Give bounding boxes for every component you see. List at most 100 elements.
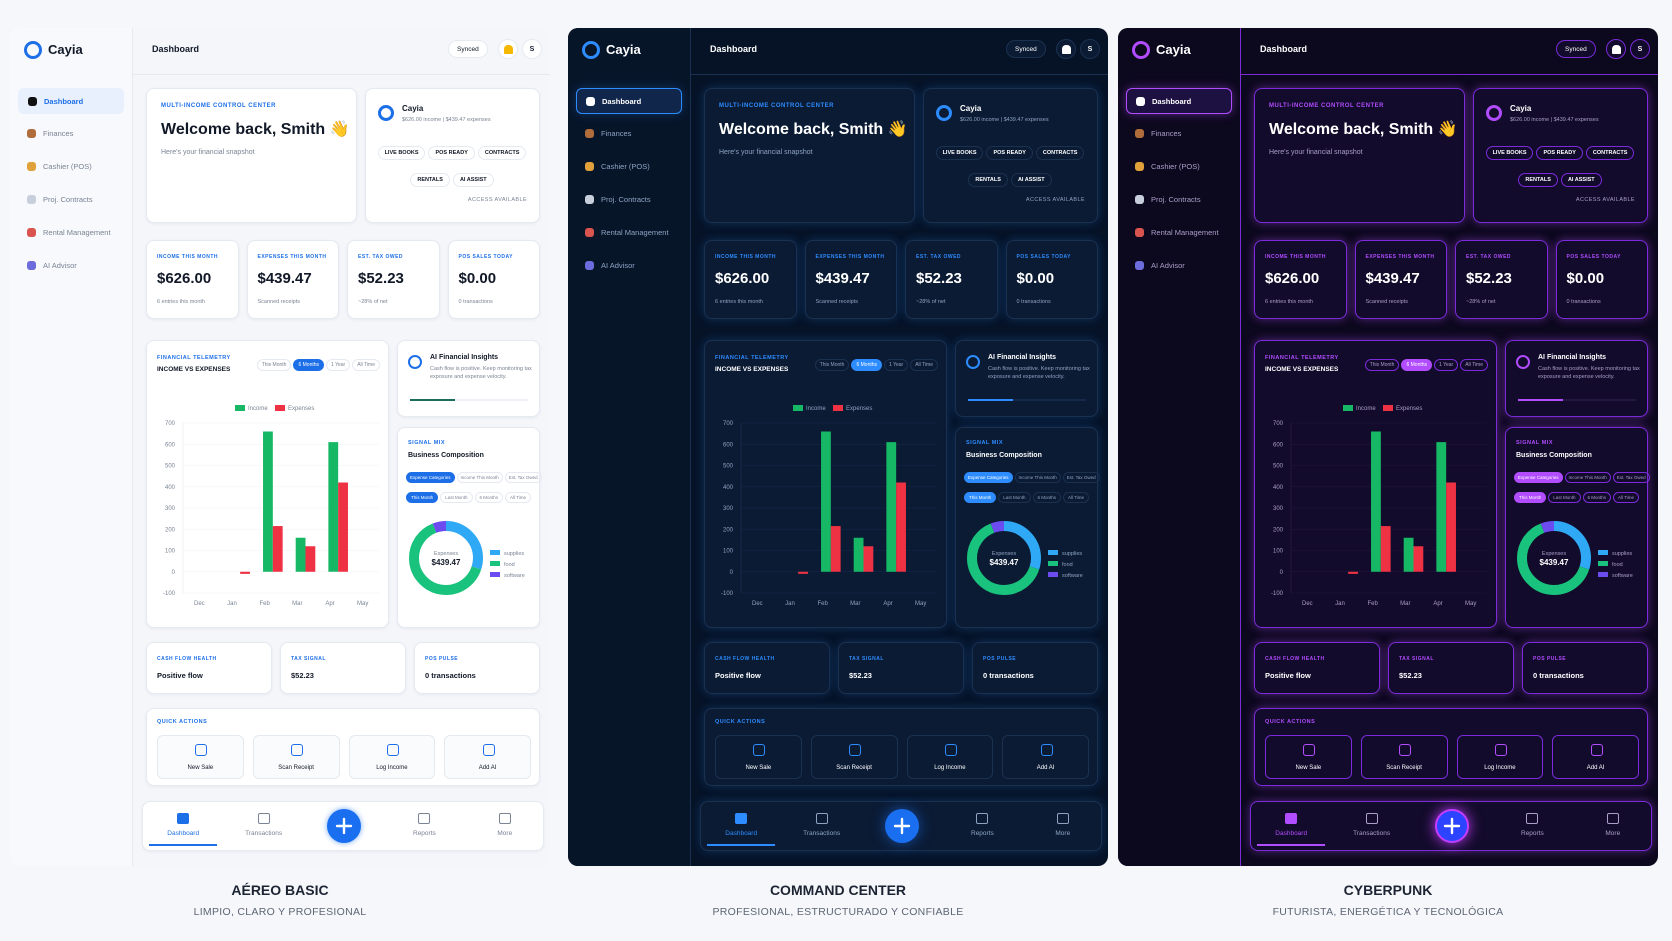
bottom-nav-item[interactable]: More: [1579, 806, 1647, 846]
bottom-nav-item[interactable]: Reports: [1498, 806, 1566, 846]
quick-action-label: New Sale: [745, 765, 772, 771]
period-tab[interactable]: Last Month: [440, 492, 473, 503]
range-tab[interactable]: All Time: [352, 359, 380, 371]
avatar[interactable]: S: [1080, 39, 1100, 59]
nav-item[interactable]: Finances: [1126, 121, 1232, 147]
quick-action-button[interactable]: Add AI: [444, 735, 531, 779]
period-tab[interactable]: All Time: [505, 492, 532, 503]
bottom-nav-item[interactable]: Transactions: [229, 806, 297, 846]
period-tab[interactable]: Last Month: [998, 492, 1031, 503]
synced-pill[interactable]: Synced: [1556, 40, 1596, 58]
nav-icon: [1135, 162, 1144, 171]
period-tab[interactable]: This Month: [964, 492, 997, 503]
avatar[interactable]: S: [522, 39, 542, 59]
nav-item[interactable]: Proj. Contracts: [576, 187, 682, 213]
period-tab[interactable]: 6 Months: [1582, 492, 1612, 503]
nav-item[interactable]: Cashier (POS): [1126, 154, 1232, 180]
nav-icon: [27, 129, 36, 138]
range-tab[interactable]: 6 Months: [1401, 359, 1433, 371]
bottom-nav-item[interactable]: Dashboard: [1257, 806, 1326, 846]
bottom-nav-item[interactable]: More: [1029, 806, 1097, 846]
nav-item[interactable]: Dashboard: [576, 88, 682, 114]
period-tab[interactable]: All Time: [1613, 492, 1640, 503]
health-value: $52.23: [1399, 671, 1422, 680]
bottom-nav-item[interactable]: Reports: [948, 806, 1016, 846]
quick-action-button[interactable]: Log Income: [1456, 735, 1544, 779]
metric-tab[interactable]: Expense Categories: [964, 472, 1013, 483]
quick-action-button[interactable]: Add AI: [1552, 735, 1639, 779]
synced-pill[interactable]: Synced: [1006, 40, 1046, 58]
bottom-nav-item[interactable]: Transactions: [1337, 806, 1405, 846]
kpi-note: 0 transactions: [1566, 299, 1601, 305]
range-tab[interactable]: 6 Months: [851, 359, 883, 371]
nav-item[interactable]: AI Advisor: [18, 253, 124, 279]
bell-button[interactable]: [498, 39, 518, 59]
metric-tab[interactable]: Income This Month: [1564, 472, 1611, 483]
quick-action-button[interactable]: Log Income: [906, 735, 994, 779]
avatar[interactable]: S: [1630, 39, 1650, 59]
add-button[interactable]: [327, 809, 361, 843]
metric-tab[interactable]: Income This Month: [456, 472, 503, 483]
bottom-nav-icon: [1365, 813, 1378, 824]
period-tab[interactable]: Last Month: [1548, 492, 1581, 503]
metric-tab[interactable]: Expense Categories: [1514, 472, 1563, 483]
metric-tab[interactable]: Expense Categories: [406, 472, 455, 483]
nav-item[interactable]: Rental Management: [1126, 220, 1232, 246]
nav-item[interactable]: AI Advisor: [1126, 253, 1232, 279]
quick-action-button[interactable]: Scan Receipt: [810, 735, 898, 779]
synced-pill[interactable]: Synced: [448, 40, 488, 58]
health-card: TAX SIGNAL $52.23: [838, 642, 964, 694]
quick-action-button[interactable]: Log Income: [348, 735, 436, 779]
nav-item[interactable]: Dashboard: [18, 88, 124, 114]
metric-tab[interactable]: Est. Tax Owed: [1062, 472, 1100, 483]
kpi-label: POS SALES TODAY: [458, 254, 513, 260]
nav-icon: [27, 228, 36, 237]
add-button[interactable]: [885, 809, 919, 843]
metric-tab[interactable]: Est. Tax Owed: [1612, 472, 1650, 483]
nav-item[interactable]: Proj. Contracts: [18, 187, 124, 213]
nav-item[interactable]: Rental Management: [18, 220, 124, 246]
range-tab[interactable]: All Time: [1460, 359, 1488, 371]
bottom-nav-item[interactable]: Transactions: [787, 806, 855, 846]
metric-tab[interactable]: Income This Month: [1014, 472, 1061, 483]
quick-action-button[interactable]: New Sale: [157, 735, 244, 779]
bottom-nav-item[interactable]: More: [471, 806, 539, 846]
nav-item[interactable]: Finances: [576, 121, 682, 147]
y-tick-label: 0: [730, 570, 734, 576]
metric-tabs: Expense Categories Income This Month Est. …: [1514, 466, 1654, 486]
tag: POS READY: [1536, 146, 1583, 160]
nav-item[interactable]: Cashier (POS): [576, 154, 682, 180]
quick-action-button[interactable]: Scan Receipt: [252, 735, 340, 779]
bell-button[interactable]: [1606, 39, 1626, 59]
period-tab[interactable]: All Time: [1063, 492, 1090, 503]
range-tab[interactable]: This Month: [256, 359, 292, 371]
range-tab[interactable]: This Month: [1364, 359, 1400, 371]
tag: AI ASSIST: [1560, 173, 1602, 187]
bottom-nav-item[interactable]: Reports: [390, 806, 458, 846]
range-tab[interactable]: 1 Year: [326, 359, 351, 371]
range-tab[interactable]: 1 Year: [1434, 359, 1459, 371]
range-tab[interactable]: 6 Months: [293, 359, 325, 371]
nav-item[interactable]: Dashboard: [1126, 88, 1232, 114]
nav-item[interactable]: Finances: [18, 121, 124, 147]
range-tab[interactable]: All Time: [910, 359, 938, 371]
range-tab[interactable]: 1 Year: [884, 359, 909, 371]
nav-item[interactable]: Rental Management: [576, 220, 682, 246]
range-tab[interactable]: This Month: [814, 359, 850, 371]
period-tab[interactable]: This Month: [406, 492, 439, 503]
quick-action-button[interactable]: Add AI: [1002, 735, 1089, 779]
nav-item[interactable]: Proj. Contracts: [1126, 187, 1232, 213]
quick-action-button[interactable]: New Sale: [715, 735, 802, 779]
quick-action-button[interactable]: Scan Receipt: [1360, 735, 1448, 779]
period-tab[interactable]: 6 Months: [1032, 492, 1062, 503]
period-tab[interactable]: This Month: [1514, 492, 1547, 503]
bottom-nav-item[interactable]: Dashboard: [149, 806, 218, 846]
metric-tab[interactable]: Est. Tax Owed: [504, 472, 542, 483]
bottom-nav-item[interactable]: Dashboard: [707, 806, 776, 846]
quick-action-button[interactable]: New Sale: [1265, 735, 1352, 779]
nav-item[interactable]: Cashier (POS): [18, 154, 124, 180]
nav-item[interactable]: AI Advisor: [576, 253, 682, 279]
add-button[interactable]: [1435, 809, 1469, 843]
bell-button[interactable]: [1056, 39, 1076, 59]
period-tab[interactable]: 6 Months: [474, 492, 504, 503]
